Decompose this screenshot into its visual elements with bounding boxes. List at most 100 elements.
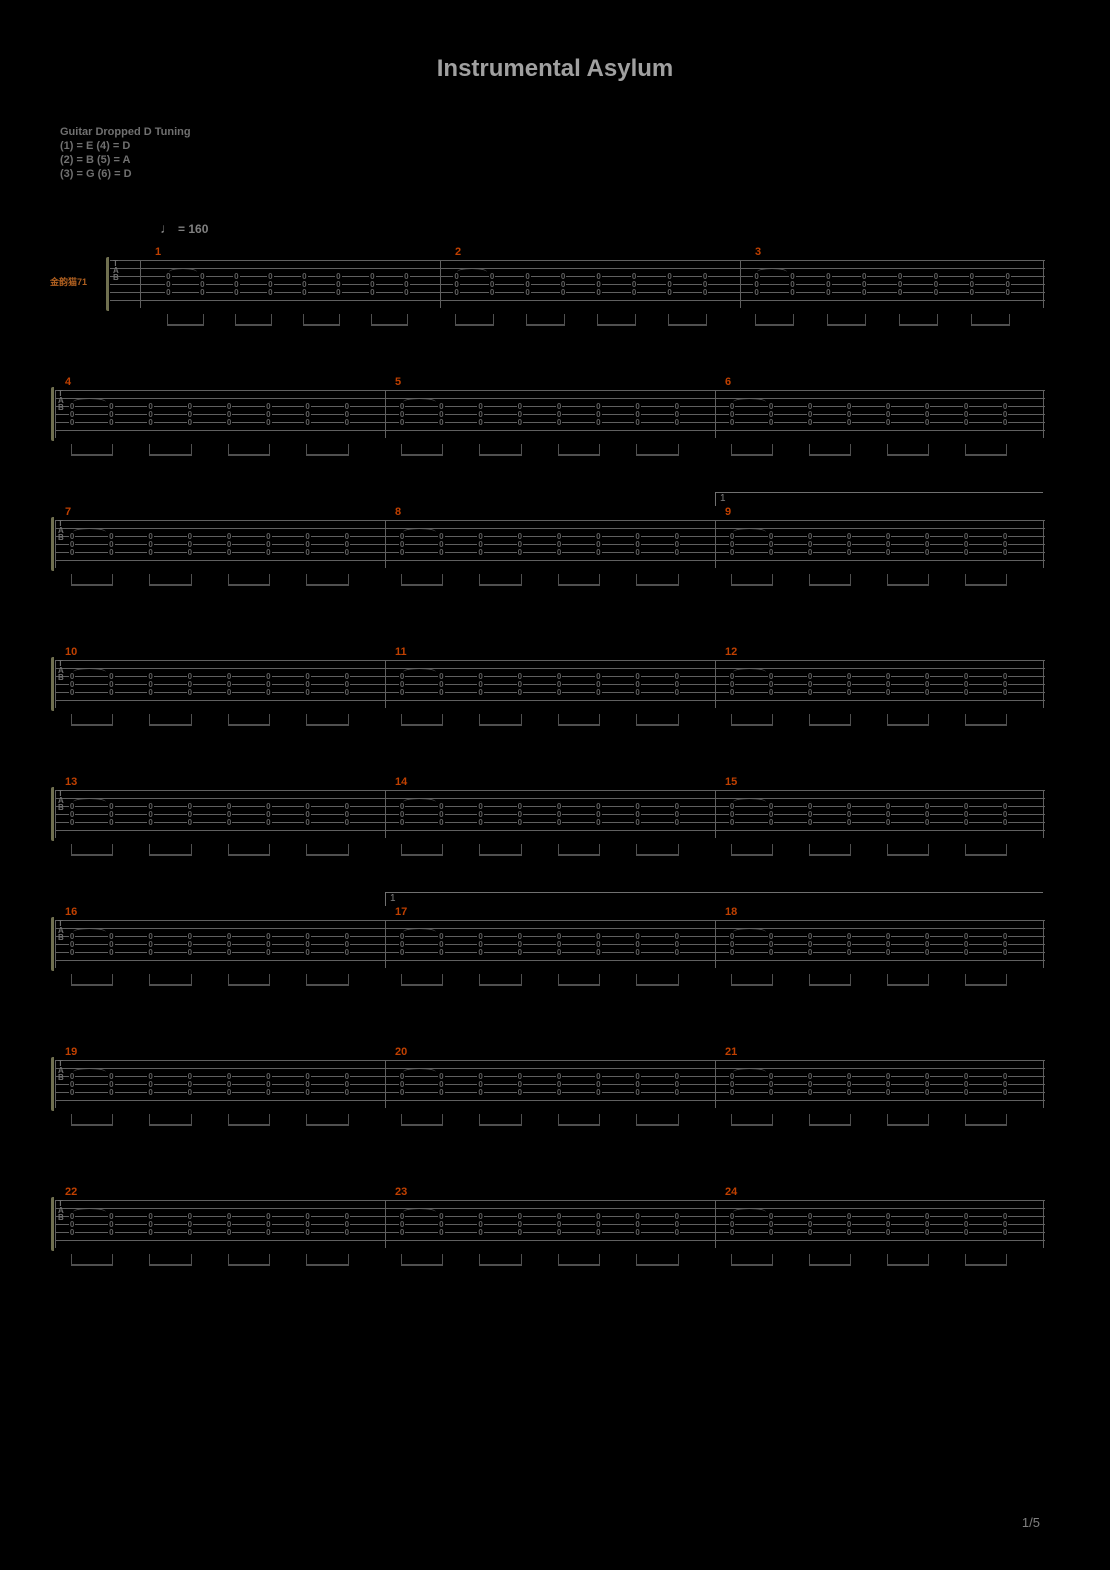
beam-stem	[191, 1254, 192, 1266]
fret-number: 0	[438, 688, 444, 697]
fret-number: 0	[674, 688, 680, 697]
beam-stem	[1006, 444, 1007, 456]
staff-line	[55, 830, 1045, 831]
beam-stem	[755, 314, 756, 326]
beam-stem	[928, 1254, 929, 1266]
beam-stem	[928, 714, 929, 726]
beam-stem	[809, 444, 810, 456]
beam-stem	[928, 444, 929, 456]
beam-stem	[636, 1114, 637, 1126]
beam-stem	[228, 844, 229, 856]
beam-stem	[526, 314, 527, 326]
staff-line	[55, 814, 1045, 815]
beam-stem	[668, 314, 669, 326]
beam-stem	[71, 974, 72, 986]
beam-stem	[521, 844, 522, 856]
beam-stem	[558, 844, 559, 856]
barline	[385, 920, 386, 968]
beam-stem	[479, 844, 480, 856]
fret-number: 0	[489, 288, 495, 297]
beam-stem	[269, 444, 270, 456]
tie-arc	[733, 1208, 766, 1212]
fret-number: 0	[304, 818, 310, 827]
fret-number: 0	[768, 548, 774, 557]
staff-line	[55, 528, 1045, 529]
repeat-bracket: 1	[715, 492, 1043, 506]
fret-number: 0	[147, 1228, 153, 1237]
beam-stem	[965, 974, 966, 986]
track-label: 金韵猫71	[50, 275, 87, 288]
fret-number: 0	[108, 418, 114, 427]
barline	[1043, 1200, 1044, 1248]
tab-staff: TAB1011120000000000000000000000000000000…	[55, 660, 1045, 720]
beam-stem	[599, 844, 600, 856]
tie-arc	[733, 928, 766, 932]
beam-group	[149, 714, 190, 726]
beam-group	[401, 844, 442, 856]
fret-number: 0	[924, 688, 930, 697]
song-title: Instrumental Asylum	[0, 55, 1110, 83]
beam-group	[636, 844, 677, 856]
fret-number: 0	[768, 1228, 774, 1237]
fret-number: 0	[69, 948, 75, 957]
beam-group	[965, 1114, 1006, 1126]
tab-clef: TAB	[113, 260, 119, 281]
barline	[740, 260, 741, 308]
fret-number: 0	[344, 548, 350, 557]
staff-line	[55, 952, 1045, 953]
barline	[715, 790, 716, 838]
beam-stem	[636, 444, 637, 456]
beam-layer	[55, 974, 1045, 988]
barline	[385, 660, 386, 708]
beam-stem	[306, 714, 307, 726]
staff-line	[55, 560, 1045, 561]
fret-number: 0	[924, 818, 930, 827]
beam-stem	[558, 574, 559, 586]
staff-line	[55, 822, 1045, 823]
measure-number: 11	[395, 646, 407, 658]
beam-stem	[678, 1254, 679, 1266]
fret-number: 0	[595, 948, 601, 957]
fret-number: 0	[147, 418, 153, 427]
beam-stem	[521, 1254, 522, 1266]
beam-group	[887, 574, 928, 586]
beam-group	[965, 974, 1006, 986]
barline	[140, 260, 141, 308]
staff-line	[55, 1232, 1045, 1233]
beam-stem	[228, 444, 229, 456]
beam-stem	[407, 314, 408, 326]
beam-stem	[850, 974, 851, 986]
beam-stem	[401, 444, 402, 456]
staff-row: TAB1617181000000000000000000000000000000…	[55, 920, 1045, 980]
fret-number: 0	[108, 1228, 114, 1237]
fret-number: 0	[265, 548, 271, 557]
beam-stem	[599, 444, 600, 456]
fret-number: 0	[807, 948, 813, 957]
beam-stem	[850, 1254, 851, 1266]
staff-row: TAB4560000000000000000000000000000000000…	[55, 390, 1045, 450]
fret-number: 0	[885, 688, 891, 697]
beam-stem	[191, 844, 192, 856]
fret-number: 0	[187, 548, 193, 557]
fret-number: 0	[846, 548, 852, 557]
measure-number: 22	[65, 1186, 77, 1198]
beam-stem	[558, 1254, 559, 1266]
staff-line	[55, 414, 1045, 415]
fret-number: 0	[729, 1088, 735, 1097]
beam-layer	[55, 444, 1045, 458]
beam-stem	[112, 1254, 113, 1266]
beam-group	[668, 314, 706, 326]
barline	[385, 1200, 386, 1248]
fret-number: 0	[807, 818, 813, 827]
fret-number: 0	[963, 548, 969, 557]
beam-stem	[269, 844, 270, 856]
measure-number: 7	[65, 506, 71, 518]
beam-group	[558, 1114, 599, 1126]
fret-number: 0	[963, 1088, 969, 1097]
fret-number: 0	[165, 288, 171, 297]
beam-group	[306, 1114, 347, 1126]
fret-number: 0	[963, 688, 969, 697]
beam-stem	[371, 314, 372, 326]
beam-stem	[228, 1254, 229, 1266]
staff-line	[55, 1200, 1045, 1201]
